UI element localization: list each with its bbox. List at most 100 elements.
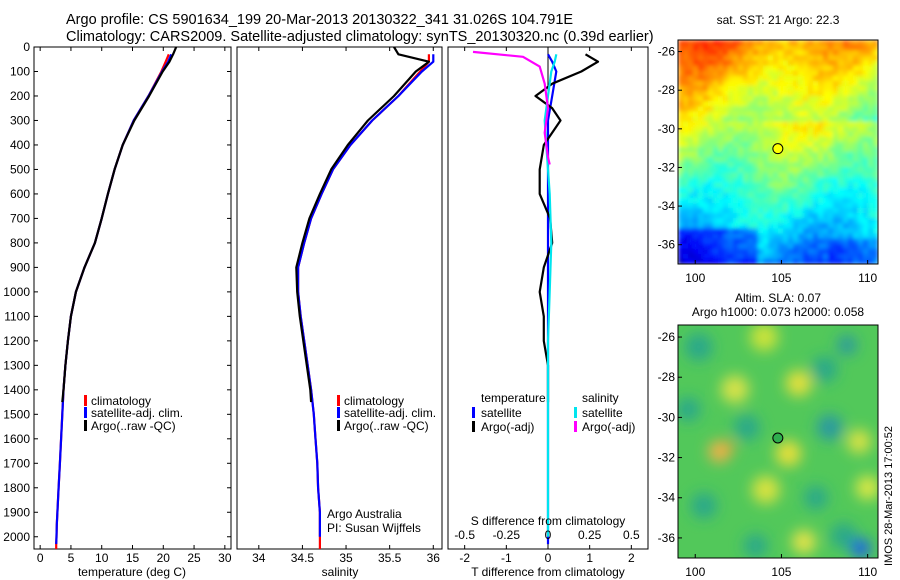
sst-cell bbox=[798, 106, 804, 112]
sst-cell bbox=[833, 248, 839, 255]
sst-cell bbox=[703, 111, 709, 117]
sst-cell bbox=[823, 126, 829, 133]
sst-cell bbox=[873, 243, 878, 250]
sst-cell bbox=[838, 162, 844, 168]
sst-cell bbox=[833, 253, 839, 260]
sst-cell bbox=[783, 60, 789, 67]
sst-cell bbox=[858, 85, 864, 92]
sst-cell bbox=[828, 146, 834, 153]
sst-cell bbox=[798, 238, 804, 245]
sst-cell bbox=[828, 243, 834, 250]
sst-cell bbox=[723, 65, 729, 72]
sst-cell bbox=[793, 208, 799, 214]
sst-cell bbox=[818, 136, 824, 143]
sst-cell bbox=[758, 177, 764, 184]
sst-cell bbox=[698, 60, 704, 67]
sst-cell bbox=[843, 85, 849, 92]
sst-cell bbox=[768, 228, 774, 235]
sst-cell bbox=[783, 121, 789, 128]
sst-cell bbox=[728, 136, 734, 143]
sst-cell bbox=[858, 172, 864, 179]
sst-cell bbox=[873, 136, 878, 143]
sst-cell bbox=[868, 152, 874, 158]
sst-cell bbox=[843, 70, 849, 77]
sst-cell bbox=[703, 116, 709, 123]
sst-cell bbox=[793, 152, 799, 158]
legend-swatch-t-argo bbox=[472, 421, 475, 432]
series-line-satellite-adj-clim- bbox=[297, 54, 435, 537]
sst-cell bbox=[853, 192, 859, 199]
sst-cell bbox=[858, 141, 864, 148]
sst-cell bbox=[818, 106, 824, 112]
sst-cell bbox=[843, 141, 849, 148]
sst-cell bbox=[693, 96, 699, 102]
sst-cell bbox=[743, 192, 749, 199]
sla-blob bbox=[678, 397, 701, 422]
salinity-axes-box bbox=[236, 46, 443, 550]
sst-cell bbox=[813, 248, 819, 255]
sla-blob bbox=[720, 375, 749, 404]
sst-cell bbox=[703, 172, 709, 179]
salinity-legend: climatology satellite-adj. clim. Argo(..… bbox=[337, 394, 436, 433]
sst-cell bbox=[683, 85, 689, 92]
sst-cell bbox=[863, 101, 869, 107]
sst-cell bbox=[863, 55, 869, 61]
sst-cell bbox=[858, 228, 864, 235]
sst-cell bbox=[688, 106, 694, 112]
sst-cell bbox=[848, 55, 854, 61]
legend-label-climatology: climatology bbox=[91, 394, 151, 408]
sst-cell bbox=[838, 131, 844, 138]
sst-cell bbox=[733, 55, 739, 61]
sst-cell bbox=[798, 111, 804, 117]
sst-cell bbox=[788, 136, 794, 143]
sst-cell bbox=[873, 248, 878, 255]
sst-cell bbox=[758, 202, 764, 209]
sst-cell bbox=[848, 141, 854, 148]
legend-swatch-argo bbox=[337, 420, 340, 431]
sst-cell bbox=[788, 157, 794, 163]
sst-cell bbox=[808, 187, 814, 194]
sst-cell bbox=[813, 50, 819, 56]
sst-cell bbox=[693, 111, 699, 117]
sst-cell bbox=[858, 55, 864, 61]
sst-cell bbox=[713, 80, 719, 87]
sst-cell bbox=[808, 121, 814, 128]
sst-cell bbox=[733, 141, 739, 148]
sst-cell bbox=[868, 213, 874, 219]
sst-cell bbox=[733, 85, 739, 92]
sst-cell bbox=[873, 233, 878, 240]
sst-cell bbox=[853, 248, 859, 255]
sst-cell bbox=[858, 136, 864, 143]
sst-cell bbox=[828, 90, 834, 97]
sst-cell bbox=[753, 218, 759, 224]
sst-cell bbox=[778, 50, 784, 56]
sst-cell bbox=[818, 152, 824, 158]
difference-salinity-tick-labels: -0.5 -0.25 0 0.25 0.5 bbox=[454, 528, 640, 542]
sst-cell bbox=[783, 258, 789, 264]
sst-cell bbox=[728, 60, 734, 67]
sst-cell bbox=[783, 131, 789, 138]
sst-cell bbox=[733, 60, 739, 67]
sst-cell bbox=[828, 192, 834, 199]
sst-cell bbox=[683, 157, 689, 163]
sst-cell bbox=[738, 248, 744, 255]
sst-cell bbox=[748, 131, 754, 138]
sst-cell bbox=[758, 218, 764, 224]
sla-map-ticks: 100 105 110-26-28-30-32-34-36 bbox=[658, 330, 878, 579]
sst-cell bbox=[758, 233, 764, 240]
sst-cell bbox=[773, 65, 779, 72]
sst-cell bbox=[753, 152, 759, 158]
sst-cell bbox=[753, 55, 759, 61]
sst-cell bbox=[808, 141, 814, 148]
sst-cell bbox=[813, 146, 819, 153]
sst-cell bbox=[853, 197, 859, 204]
sst-cell bbox=[708, 213, 714, 219]
sst-cell bbox=[768, 192, 774, 199]
sst-cell bbox=[793, 157, 799, 163]
sst-cell bbox=[713, 182, 719, 189]
legend-label-s-argo: Argo(-adj) bbox=[582, 420, 635, 434]
sst-cell bbox=[733, 233, 739, 240]
sst-cell bbox=[688, 228, 694, 235]
sst-cell bbox=[843, 208, 849, 214]
sst-cell bbox=[683, 136, 689, 143]
